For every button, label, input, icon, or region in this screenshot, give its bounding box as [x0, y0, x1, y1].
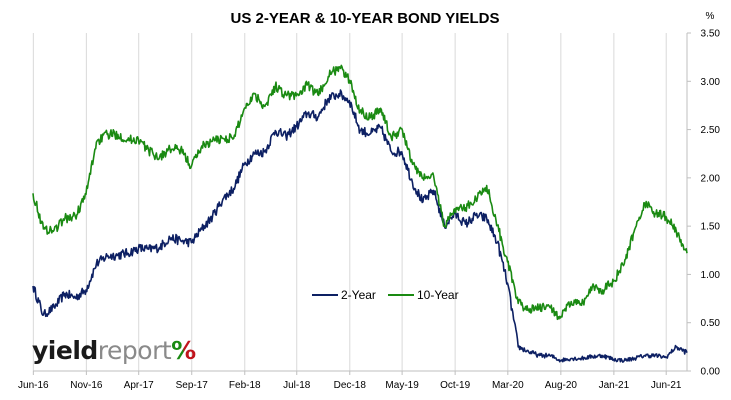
series-line-2-year	[32, 89, 688, 363]
legend-label-2-year: 2-Year	[341, 288, 376, 302]
x-tick-label: Nov-16	[70, 380, 103, 391]
legend-label-10-year: 10-Year	[417, 288, 459, 302]
series-lines	[32, 64, 688, 363]
y-axis-ticks: 0.00 0.50 1.00 1.50 2.00 2.50 3.00 3.50	[687, 29, 720, 378]
x-tick-label: Sep-17	[176, 380, 209, 391]
series-line-10-year	[32, 64, 688, 321]
y-tick-label: 0.00	[701, 367, 721, 378]
vertical-gridlines	[32, 33, 667, 371]
y-tick-label: 2.50	[701, 125, 721, 136]
y-tick-label: 2.00	[701, 173, 721, 184]
y-tick-label: 0.50	[701, 318, 721, 329]
x-tick-label: Mar-20	[492, 380, 524, 391]
logo-text-yield: yield	[32, 336, 98, 365]
x-tick-label: Dec-18	[334, 380, 367, 391]
x-tick-label: Jun-16	[18, 380, 49, 391]
x-tick-label: May-19	[385, 380, 419, 391]
y-tick-label: 1.50	[701, 222, 721, 233]
x-tick-label: Apr-17	[124, 380, 154, 391]
chart-title: US 2-YEAR & 10-YEAR BOND YIELDS	[231, 10, 500, 27]
y-tick-label: 1.00	[701, 270, 721, 281]
x-tick-label: Feb-18	[229, 380, 261, 391]
y-tick-label: 3.00	[701, 77, 721, 88]
x-tick-label: Aug-20	[545, 380, 578, 391]
yieldreport-logo: yieldreport%	[32, 336, 196, 365]
x-tick-label: Jan-21	[599, 380, 630, 391]
x-axis-ticks: Jun-16 Nov-16 Apr-17 Sep-17 Feb-18 Jul-18 Dec-…	[18, 371, 682, 391]
x-tick-label: Oct-19	[440, 380, 470, 391]
logo-percent-icon: %	[171, 336, 196, 365]
x-tick-label: Jul-18	[283, 380, 311, 391]
x-tick-label: Jun-21	[651, 380, 682, 391]
y-axis-unit: %	[706, 11, 715, 22]
y-tick-label: 3.50	[701, 29, 721, 40]
legend: 2-Year 10-Year	[312, 288, 459, 302]
logo-text-report: report	[97, 336, 172, 365]
